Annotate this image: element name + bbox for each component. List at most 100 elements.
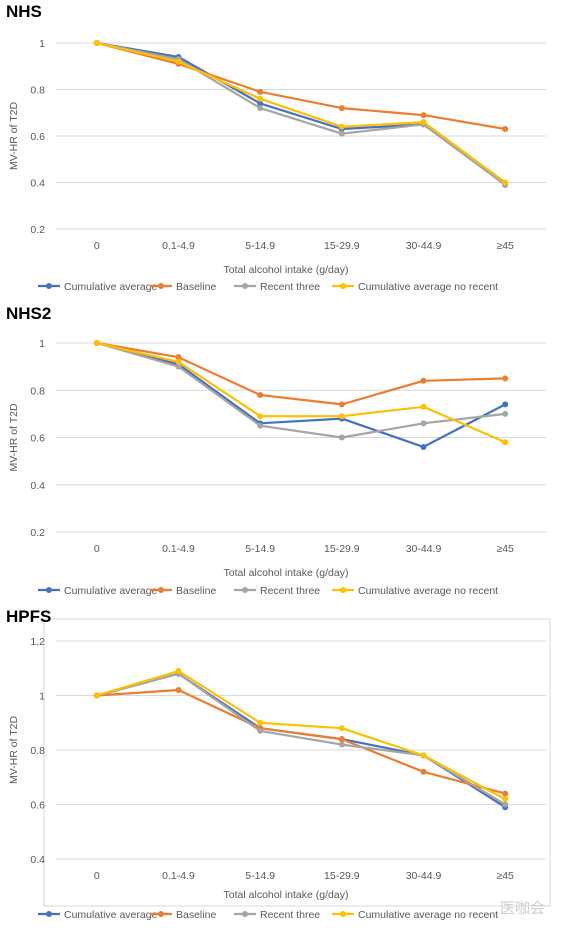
legend-label: Recent three: [260, 909, 320, 921]
x-tick-label: ≥45: [496, 543, 514, 555]
y-tick-label: 1.2: [30, 636, 45, 648]
series-line: [96, 341, 506, 444]
y-tick-label: 1: [39, 38, 45, 50]
legend-label: Baseline: [176, 585, 216, 597]
legend-swatch-marker: [242, 587, 248, 593]
data-point: [338, 725, 345, 732]
y-tick-label: 0.6: [30, 800, 45, 812]
x-tick-label: 0.1-4.9: [162, 870, 195, 882]
data-point: [257, 95, 264, 102]
legend-label: Recent three: [260, 585, 320, 597]
x-tick-label: 0: [94, 240, 100, 252]
data-point: [420, 112, 427, 119]
y-tick-label: 0.6: [30, 433, 45, 445]
data-point: [93, 340, 100, 346]
y-axis-label: MV-HR of T2D: [8, 102, 20, 170]
line-chart-nhs: 0.2 0.4 0.6 0.8 1 0 0.1-4.9 5-14.9 15-29.9 30-44.…: [8, 38, 546, 293]
legend-swatch-marker: [340, 587, 346, 593]
data-point: [338, 130, 345, 137]
data-point: [175, 354, 182, 361]
data-point: [502, 401, 509, 408]
line-chart-nhs2: 0.2 0.4 0.6 0.8 1 0 0.1-4.9 5-14.9 15-29.9 30-44.…: [8, 338, 546, 597]
x-tick-label: 15-29.9: [324, 543, 360, 555]
legend-swatch-marker: [46, 587, 52, 593]
data-point: [502, 126, 509, 133]
data-point: [338, 401, 345, 408]
x-tick-label: 0.1-4.9: [162, 240, 195, 252]
legend-label: Cumulative average: [64, 909, 158, 921]
chart-title: HPFS: [6, 607, 52, 626]
data-point: [338, 105, 345, 112]
data-point: [502, 796, 509, 803]
legend-swatch-marker: [46, 911, 52, 917]
y-tick-label: 0.4: [30, 480, 45, 492]
y-tick-label: 0.2: [30, 224, 45, 236]
legend-label: Cumulative average no recent: [358, 909, 498, 921]
legend-swatch-marker: [46, 283, 52, 289]
data-point: [338, 123, 345, 130]
data-point: [502, 375, 509, 382]
y-tick-label: 0.8: [30, 385, 45, 397]
y-tick-label: 0.8: [30, 85, 45, 97]
x-tick-label: 5-14.9: [245, 870, 275, 882]
data-point: [420, 377, 427, 384]
data-point: [257, 413, 264, 420]
data-point: [502, 179, 509, 186]
legend-label: Cumulative average no recent: [358, 585, 498, 597]
x-tick-label: 30-44.9: [406, 870, 442, 882]
data-point: [502, 410, 509, 417]
series-line: [96, 341, 506, 406]
data-point: [257, 100, 264, 107]
data-point: [257, 88, 264, 95]
data-point: [175, 58, 182, 65]
x-tick-label: 15-29.9: [324, 870, 360, 882]
legend-swatch-marker: [340, 911, 346, 917]
series-line: [96, 672, 506, 809]
y-tick-label: 0.2: [30, 527, 45, 539]
y-axis-label: MV-HR of T2D: [8, 403, 20, 471]
y-tick-label: 0.4: [30, 854, 45, 866]
y-tick-label: 1: [39, 691, 45, 703]
x-axis-label: Total alcohol intake (g/day): [224, 264, 349, 276]
x-tick-label: 0: [94, 543, 100, 555]
data-point: [420, 752, 427, 759]
legend-swatch-marker: [340, 283, 346, 289]
series-line: [96, 688, 506, 795]
legend-label: Cumulative average: [64, 585, 158, 597]
watermark-logo: 医咖会: [499, 899, 545, 917]
x-tick-label: 30-44.9: [406, 240, 442, 252]
x-tick-label: 5-14.9: [245, 543, 275, 555]
series-line: [96, 41, 506, 184]
legend-swatch-marker: [158, 911, 164, 917]
data-point: [257, 105, 264, 112]
series-line: [96, 341, 506, 448]
chart-panel-nhs2: NHS2 0.2 0.4 0.6 0.8 1 0 0.1-4.9 5-14.9 15-29.9 3…: [0, 302, 563, 605]
data-point: [420, 403, 427, 410]
x-tick-label: 30-44.9: [406, 543, 442, 555]
y-tick-label: 0.6: [30, 131, 45, 143]
legend-swatch-marker: [158, 283, 164, 289]
legend-label: Baseline: [176, 281, 216, 293]
legend-label: Cumulative average: [64, 281, 158, 293]
data-point: [420, 443, 427, 450]
data-point: [257, 391, 264, 398]
data-point: [420, 119, 427, 126]
data-point: [175, 363, 182, 370]
legend-label: Recent three: [260, 281, 320, 293]
x-tick-label: 0: [94, 870, 100, 882]
chart-panel-hpfs: HPFS 0.4 0.6 0.8 1 1.2 0 0.1-4.9 5-14.9 15-29.9 3…: [0, 605, 563, 932]
x-axis-label: Total alcohol intake (g/day): [224, 889, 349, 901]
data-point: [93, 40, 100, 46]
legend-label: Cumulative average no recent: [358, 281, 498, 293]
data-point: [257, 727, 264, 734]
chart-title: NHS: [6, 2, 42, 21]
data-point: [257, 719, 264, 726]
x-axis-label: Total alcohol intake (g/day): [224, 567, 349, 579]
data-point: [502, 790, 509, 797]
y-tick-label: 0.8: [30, 745, 45, 757]
chart-border: [43, 618, 551, 907]
data-point: [338, 736, 345, 743]
legend-swatch-marker: [158, 587, 164, 593]
data-point: [502, 439, 509, 446]
data-point: [175, 358, 182, 365]
